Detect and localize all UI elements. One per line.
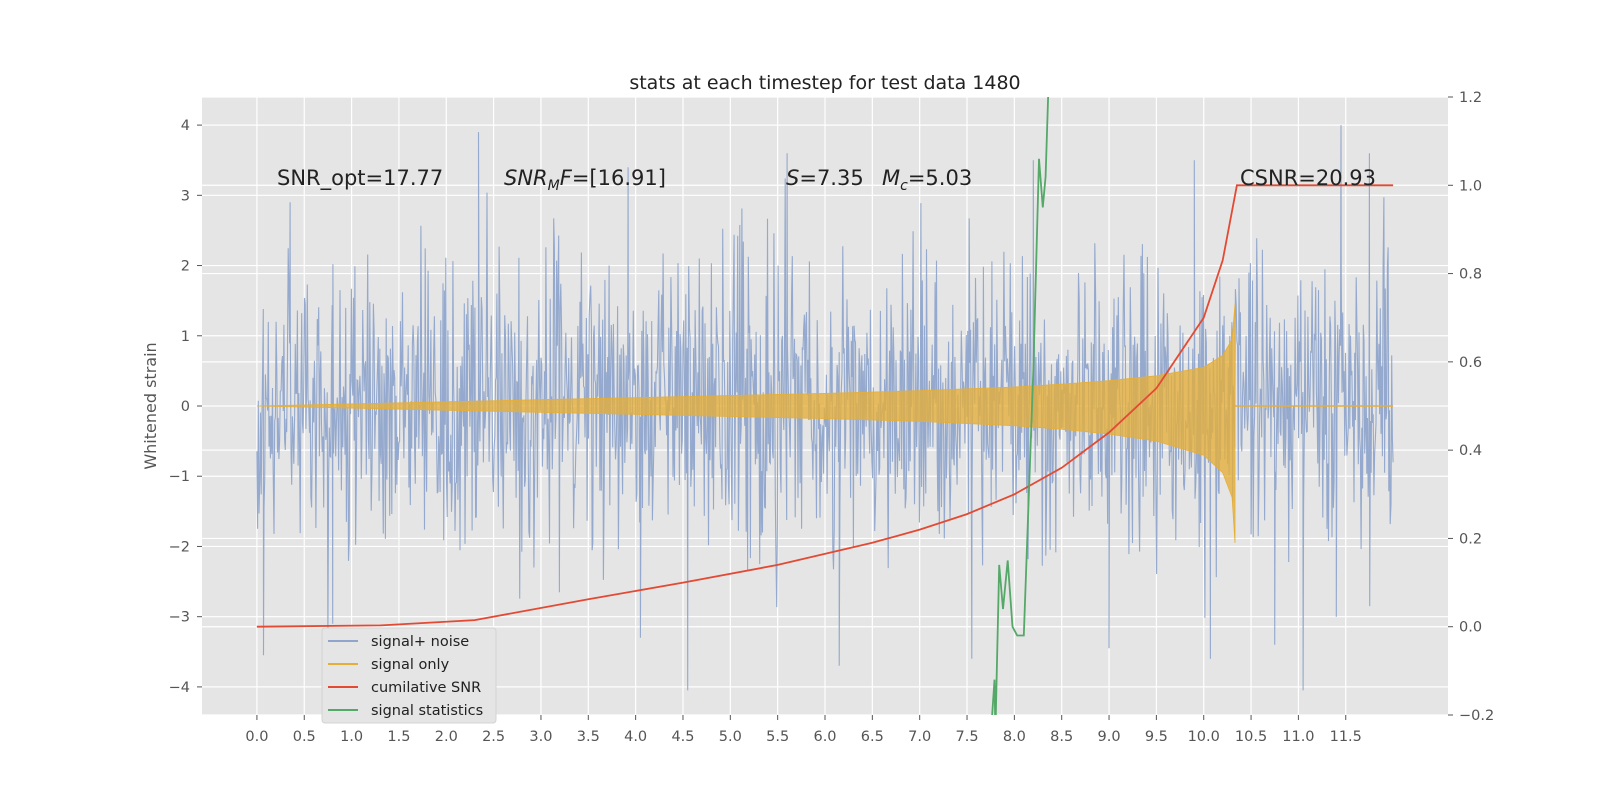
legend-entry-signal-only: signal only bbox=[328, 657, 450, 673]
y-tick-label: 2 bbox=[181, 259, 190, 275]
y-tick-label: 0 bbox=[181, 399, 190, 415]
legend-label-signal-noise: signal+ noise bbox=[371, 634, 469, 650]
legend-label-signal-only: signal only bbox=[371, 657, 450, 673]
series-layer bbox=[256, 97, 1394, 715]
annotation-snr-mf-symbol-f: F bbox=[560, 166, 573, 190]
legend-entry-signal-noise: signal+ noise bbox=[328, 634, 469, 650]
y-tick-label: −4 bbox=[169, 680, 190, 696]
x-tick-label: 5.5 bbox=[766, 729, 789, 745]
x-tick-label: 2.5 bbox=[482, 729, 505, 745]
legend-entry-signal-statistics: signal statistics bbox=[328, 703, 483, 719]
y-axis-label: Whitened strain bbox=[141, 342, 160, 469]
x-tick-label: 7.0 bbox=[908, 729, 931, 745]
x-tick-label: 9.5 bbox=[1145, 729, 1168, 745]
x-tick-label: 7.5 bbox=[955, 729, 978, 745]
annotation-snr-mf-value: =[16.91] bbox=[572, 166, 666, 190]
annotation-mc-symbol: M bbox=[882, 166, 900, 190]
x-tick-label: 8.5 bbox=[1050, 729, 1073, 745]
x-tick-label: 11.0 bbox=[1282, 729, 1314, 745]
y2-tick-label: 0.4 bbox=[1459, 443, 1482, 459]
annotation-snr-mf: SNRMF=[16.91] bbox=[504, 166, 666, 194]
legend-entry-cumulative-snr: cumilative SNR bbox=[328, 680, 481, 696]
y2-tick-label: 1.0 bbox=[1459, 178, 1482, 194]
legend-box bbox=[321, 627, 497, 724]
annotation-s: S=7.35 bbox=[786, 166, 864, 190]
y-tick-label: 4 bbox=[181, 118, 190, 134]
y-tick-label: 3 bbox=[181, 188, 190, 204]
y2-tick-label: 1.2 bbox=[1459, 90, 1482, 106]
x-tick-label: 9.0 bbox=[1098, 729, 1121, 745]
x-tick-label: 8.0 bbox=[1003, 729, 1026, 745]
x-tick-label: 3.0 bbox=[529, 729, 552, 745]
annotation-snr-opt: SNR_opt=17.77 bbox=[277, 166, 443, 191]
annotation-snr-mf-symbol: SNR bbox=[504, 166, 548, 190]
annotation-snr-mf-subscript: M bbox=[548, 178, 560, 194]
series-area-signal-only bbox=[256, 304, 1236, 543]
y2-tick-label: 0.0 bbox=[1459, 620, 1482, 636]
annotation-csnr: CSNR=20.93 bbox=[1240, 166, 1376, 190]
x-tick-label: 10.5 bbox=[1235, 729, 1267, 745]
y-tick-label: −2 bbox=[169, 539, 190, 555]
legend-label-cumulative-snr: cumilative SNR bbox=[371, 680, 481, 696]
annotation-mc-value: =5.03 bbox=[908, 166, 972, 190]
x-tick-label: 4.5 bbox=[671, 729, 694, 745]
x-tick-label: 1.0 bbox=[340, 729, 363, 745]
x-tick-label: 10.0 bbox=[1188, 729, 1220, 745]
annotation-mc-subscript: c bbox=[900, 178, 908, 194]
series-line-cumulative-snr bbox=[256, 184, 1394, 628]
annotation-mc: Mc=5.03 bbox=[882, 166, 972, 194]
annotations: SNR_opt=17.77 SNRMF=[16.91] S=7.35 Mc=5.… bbox=[277, 166, 1376, 194]
x-tick-label: 3.5 bbox=[577, 729, 600, 745]
x-tick-label: 2.0 bbox=[435, 729, 458, 745]
y2-tick-label: 0.6 bbox=[1459, 355, 1482, 371]
x-tick-label: 11.5 bbox=[1330, 729, 1362, 745]
y2-tick-label: −0.2 bbox=[1459, 708, 1494, 724]
legend-label-signal-statistics: signal statistics bbox=[371, 703, 483, 719]
y-tick-label: −1 bbox=[169, 469, 190, 485]
x-tick-label: 4.0 bbox=[624, 729, 647, 745]
x-tick-label: 5.0 bbox=[719, 729, 742, 745]
series-line-signal-statistics bbox=[991, 97, 1050, 715]
annotation-s-value: =7.35 bbox=[799, 166, 863, 190]
x-tick-label: 6.0 bbox=[813, 729, 836, 745]
y-tick-label: 1 bbox=[181, 329, 190, 345]
y2-tick-label: 0.8 bbox=[1459, 267, 1482, 283]
x-tick-label: 6.5 bbox=[861, 729, 884, 745]
x-tick-label: 0.5 bbox=[293, 729, 316, 745]
chart-title: stats at each timestep for test data 148… bbox=[629, 72, 1020, 94]
annotation-s-symbol: S bbox=[786, 166, 799, 190]
x-tick-label: 0.0 bbox=[245, 729, 268, 745]
y-tick-label: −3 bbox=[169, 610, 190, 626]
y2-tick-label: 0.2 bbox=[1459, 531, 1482, 547]
legend: signal+ noise signal only cumilative SNR… bbox=[321, 627, 497, 724]
x-tick-label: 1.5 bbox=[387, 729, 410, 745]
axes: 0.0 0.5 1.0 1.5 2.0 2.5 3.0 3.5 4.0 4.5 5.0 5.5 6.0 6… bbox=[169, 90, 1495, 745]
